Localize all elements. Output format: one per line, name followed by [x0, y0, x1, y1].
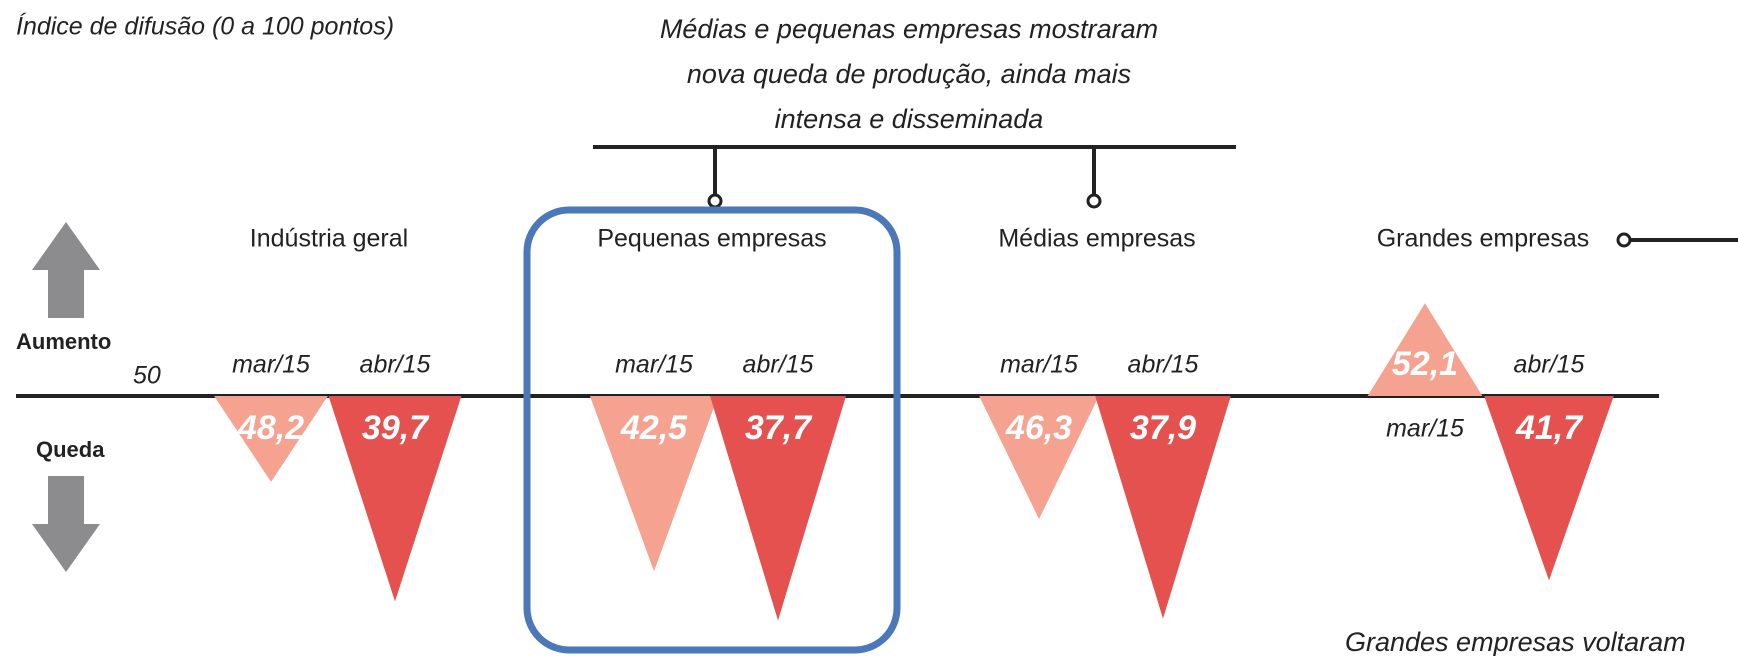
series-label: abr/15 — [743, 351, 814, 379]
value-label: 48,2 — [237, 409, 304, 447]
triangle — [1484, 396, 1614, 581]
series-label: abr/15 — [1514, 351, 1585, 379]
group-label: Indústria geral — [250, 225, 408, 253]
annotation: nova queda de produção, ainda mais — [687, 59, 1131, 89]
value-label: 41,7 — [1515, 409, 1584, 447]
triangle — [979, 396, 1099, 520]
group-label: Grandes empresas — [1377, 225, 1590, 253]
down-label: Queda — [36, 437, 105, 462]
series-label: abr/15 — [360, 351, 431, 379]
baseline-label: 50 — [133, 362, 161, 390]
value-label: 37,7 — [745, 409, 813, 447]
chart-title: Índice de difusão (0 a 100 pontos) — [16, 12, 394, 41]
group-label: Médias empresas — [998, 225, 1195, 253]
triangle — [589, 396, 719, 572]
series-label: mar/15 — [615, 351, 693, 379]
value-label: 37,9 — [1130, 409, 1196, 447]
connector — [593, 145, 1738, 248]
series-label: mar/15 — [1386, 415, 1464, 443]
series-label: mar/15 — [232, 351, 310, 379]
triangle — [214, 396, 328, 482]
triangle — [1367, 303, 1483, 396]
arrows — [32, 222, 100, 572]
annotation: intensa e disseminada — [775, 104, 1044, 134]
highlight-box — [523, 206, 901, 654]
triangle — [328, 396, 462, 602]
value-label: 52,1 — [1392, 345, 1458, 383]
triangle — [1095, 396, 1231, 619]
group-label: Pequenas empresas — [597, 225, 826, 253]
triangle — [710, 396, 846, 621]
value-label: 42,5 — [620, 409, 688, 447]
value-label: 39,7 — [362, 409, 430, 447]
series-label: mar/15 — [1000, 351, 1078, 379]
annotation: Grandes empresas voltaram — [1345, 627, 1686, 656]
up-label: Aumento — [16, 329, 111, 354]
annotation: Médias e pequenas empresas mostraram — [660, 14, 1158, 44]
series-label: abr/15 — [1128, 351, 1199, 379]
value-label: 46,3 — [1005, 409, 1072, 447]
